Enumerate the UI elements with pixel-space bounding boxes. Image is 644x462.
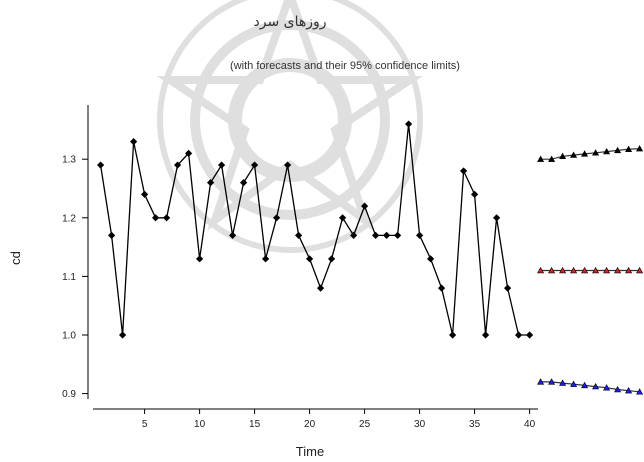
data-point <box>592 266 600 274</box>
data-point <box>537 378 545 385</box>
data-point <box>559 266 567 274</box>
data-point <box>515 331 523 339</box>
data-point <box>240 179 248 187</box>
data-point <box>570 380 578 387</box>
y-tick-label: 1.0 <box>62 331 76 342</box>
data-point <box>471 190 479 198</box>
x-tick-label: 5 <box>142 419 148 430</box>
data-point <box>603 384 611 391</box>
data-point <box>251 161 259 169</box>
data-point <box>273 214 281 222</box>
data-point <box>328 255 336 263</box>
data-point <box>493 214 501 222</box>
data-point <box>581 381 589 389</box>
series-observed <box>97 120 534 339</box>
watermark-rosette <box>156 0 424 253</box>
x-tick-label: 35 <box>469 419 481 430</box>
data-point <box>570 151 578 158</box>
y-tick-label: 0.9 <box>62 389 76 400</box>
data-point <box>218 161 226 169</box>
data-point <box>405 120 413 128</box>
data-point <box>119 331 127 339</box>
data-point <box>196 255 204 263</box>
series-line <box>540 381 640 393</box>
data-point <box>526 331 534 339</box>
data-point <box>581 266 589 274</box>
data-point <box>614 266 622 274</box>
series-line <box>540 148 640 160</box>
data-point <box>603 147 611 155</box>
x-ticks: 5 10 15 20 25 30 35 40 <box>142 409 536 430</box>
x-axis-title: Time <box>296 444 324 459</box>
data-point <box>174 161 182 169</box>
data-point <box>603 266 611 274</box>
data-point <box>614 385 622 393</box>
data-point <box>636 388 644 395</box>
plot-area <box>97 120 644 395</box>
data-point <box>185 149 193 157</box>
data-point <box>317 284 325 292</box>
data-point <box>592 149 600 156</box>
data-point <box>581 150 589 157</box>
data-point <box>559 152 567 159</box>
data-point <box>460 167 468 175</box>
data-point <box>207 179 215 187</box>
data-point <box>614 146 622 154</box>
chart-subtitle: (with forecasts and their 95% confidence… <box>230 60 460 72</box>
data-point <box>559 379 567 386</box>
data-point <box>262 255 270 263</box>
data-point <box>548 155 556 162</box>
data-point <box>570 266 578 274</box>
data-point <box>636 145 644 152</box>
data-point <box>306 255 314 263</box>
x-tick-label: 10 <box>194 419 206 430</box>
y-tick-label: 1.1 <box>62 272 76 283</box>
data-point <box>592 382 600 390</box>
data-point <box>537 266 545 274</box>
data-point <box>372 231 380 239</box>
data-point <box>97 161 105 169</box>
data-point <box>625 266 633 274</box>
series-forecast <box>537 266 644 274</box>
y-tick-label: 1.3 <box>62 155 76 166</box>
data-point <box>427 255 435 263</box>
y-tick-label: 1.2 <box>62 213 76 224</box>
data-point <box>625 145 633 152</box>
data-point <box>361 202 369 210</box>
data-point <box>636 266 644 274</box>
data-point <box>339 214 347 222</box>
y-axis-title: cd <box>8 251 23 265</box>
data-point <box>482 331 490 339</box>
data-point <box>383 231 391 239</box>
data-point <box>394 231 402 239</box>
series-upper-95%-limit <box>537 145 644 162</box>
data-point <box>163 214 171 222</box>
data-point <box>548 266 556 274</box>
data-point <box>504 284 512 292</box>
y-ticks: 0.9 1.0 1.1 1.2 1.3 <box>62 155 88 400</box>
x-tick-label: 30 <box>414 419 426 430</box>
data-point <box>416 231 424 239</box>
data-point <box>295 231 303 239</box>
data-point <box>108 231 116 239</box>
series-line <box>99 123 530 336</box>
data-point <box>548 378 556 385</box>
data-point <box>625 387 633 394</box>
data-point <box>229 231 237 239</box>
x-tick-label: 25 <box>359 419 371 430</box>
data-point <box>449 331 457 339</box>
data-point <box>350 231 358 239</box>
series-lower-95%-limit <box>537 378 644 395</box>
data-point <box>284 161 292 169</box>
data-point <box>141 190 149 198</box>
data-point <box>130 138 138 146</box>
x-tick-label: 20 <box>304 419 316 430</box>
x-tick-label: 40 <box>524 419 536 430</box>
chart-title: روزهای سرد <box>253 14 326 30</box>
x-tick-label: 15 <box>249 419 261 430</box>
data-point <box>438 284 446 292</box>
data-point <box>537 155 545 162</box>
data-point <box>152 214 160 222</box>
